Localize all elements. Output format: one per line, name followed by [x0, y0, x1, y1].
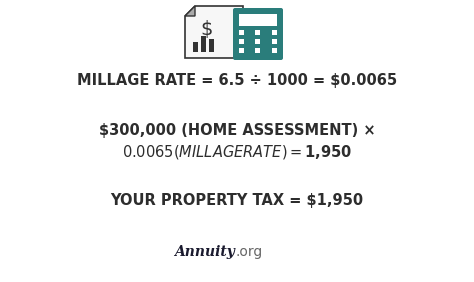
Bar	[255, 30, 261, 35]
Bar	[239, 30, 244, 35]
Text: $: $	[201, 21, 213, 39]
Bar	[209, 39, 214, 52]
Bar	[239, 48, 244, 53]
FancyBboxPatch shape	[233, 8, 283, 60]
Text: $300,000 (HOME ASSESSMENT) ×: $300,000 (HOME ASSESSMENT) ×	[99, 122, 375, 138]
Bar	[272, 48, 277, 53]
Text: MILLAGE RATE = 6.5 ÷ 1000 = $0.0065: MILLAGE RATE = 6.5 ÷ 1000 = $0.0065	[77, 72, 397, 87]
Bar	[255, 39, 261, 44]
Text: Annuity: Annuity	[174, 245, 235, 259]
Text: YOUR PROPERTY TAX = $1,950: YOUR PROPERTY TAX = $1,950	[110, 193, 364, 208]
Bar	[272, 39, 277, 44]
Bar	[239, 39, 244, 44]
Bar	[193, 42, 198, 52]
Text: $0.0065 (MILLAGE RATE) = $1,950: $0.0065 (MILLAGE RATE) = $1,950	[122, 143, 352, 161]
Polygon shape	[185, 6, 195, 16]
Text: .org: .org	[236, 245, 263, 259]
Bar	[239, 14, 277, 26]
Bar	[201, 36, 206, 52]
Bar	[272, 30, 277, 35]
Bar	[255, 48, 261, 53]
Polygon shape	[185, 6, 243, 58]
